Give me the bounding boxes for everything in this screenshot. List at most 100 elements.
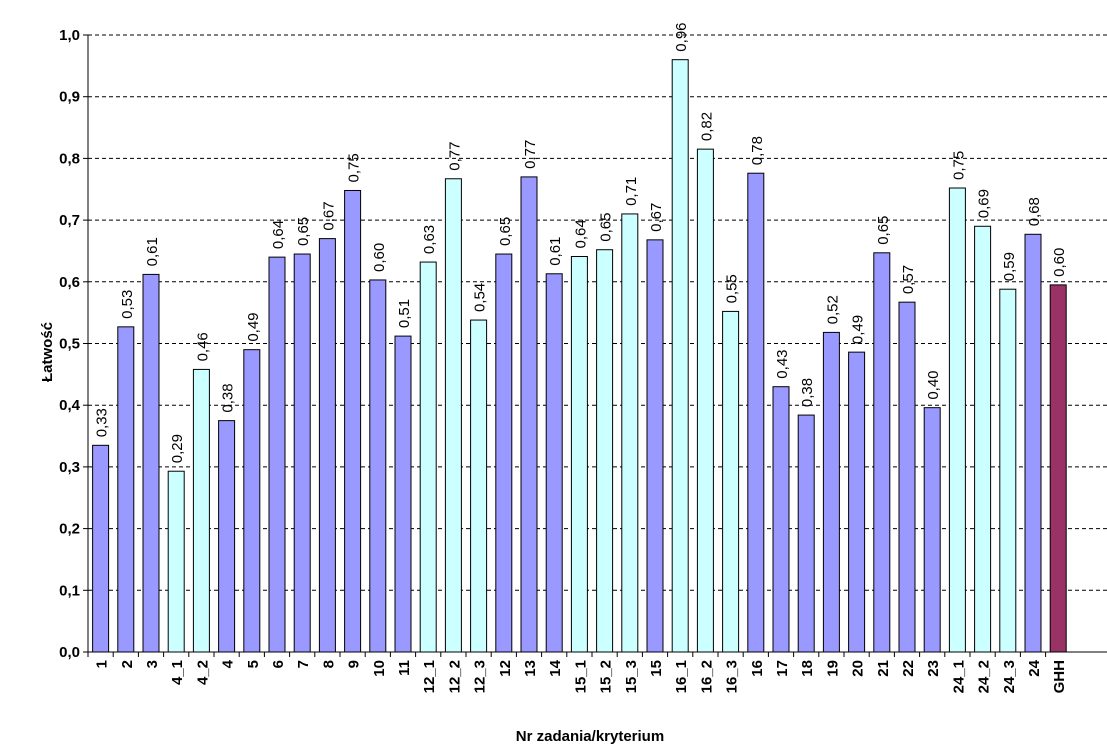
- x-axis-title: Nr zadania/kryterium: [516, 728, 664, 745]
- y-tick-label: 0,3: [59, 459, 80, 476]
- bar: [394, 335, 412, 653]
- bar: [218, 420, 236, 653]
- data-label: 0,49: [245, 312, 262, 341]
- data-label: 0,43: [774, 349, 791, 378]
- bar: [470, 319, 488, 653]
- x-tick-label: 12_2: [446, 660, 463, 693]
- bar: [621, 213, 639, 653]
- data-label: 0,68: [1026, 197, 1043, 226]
- x-tick-label: 16_3: [724, 660, 741, 693]
- bar: [167, 470, 185, 653]
- data-label: 0,78: [749, 136, 766, 165]
- data-label: 0,65: [598, 213, 615, 242]
- data-label: 0,51: [396, 299, 413, 328]
- bar: [419, 261, 437, 653]
- data-label: 0,65: [875, 216, 892, 245]
- x-tick-label: 16_1: [673, 660, 690, 693]
- y-tick-label: 0,6: [59, 274, 80, 291]
- data-label: 0,57: [900, 265, 917, 294]
- data-label: 0,67: [648, 203, 665, 232]
- data-label: 0,38: [220, 383, 237, 412]
- bar: [999, 288, 1017, 653]
- data-label: 0,59: [1001, 252, 1018, 281]
- bar: [873, 252, 891, 653]
- bar: [243, 349, 261, 653]
- bar: [1024, 233, 1042, 653]
- x-axis-ticks: 1 2 3 4_1 4_2 4 5 6 7 8 9 10 11 12_1 12_2 12_3 12 13 14 15_…: [94, 659, 1069, 693]
- y-axis-ticks: 0,0 0,1 0,2 0,3 0,4 0,5 0,6 0,7 0,8 0,9 1,0: [59, 27, 88, 661]
- bar: [646, 239, 664, 653]
- x-tick-label: 16_2: [698, 660, 715, 693]
- x-tick-label: 24_3: [1001, 660, 1018, 693]
- data-label: 0,64: [572, 219, 589, 248]
- bar: [268, 256, 286, 653]
- data-label: 0,29: [169, 434, 186, 463]
- x-tick-label: 7: [295, 660, 312, 668]
- y-tick-label: 0,9: [59, 89, 80, 106]
- y-tick-label: 0,4: [59, 397, 81, 414]
- x-tick-label: 1: [94, 660, 111, 668]
- data-label: 0,49: [850, 315, 867, 344]
- data-label: 0,71: [623, 177, 640, 206]
- x-tick-label: 10: [371, 660, 388, 677]
- bar: [898, 301, 916, 653]
- bar: [671, 59, 689, 653]
- x-tick-label: 3: [144, 660, 161, 668]
- bar: [570, 256, 588, 653]
- bar: [772, 386, 790, 653]
- data-label: 0,60: [371, 243, 388, 272]
- x-tick-label: 22: [900, 660, 917, 677]
- x-tick-label: 4_2: [194, 660, 211, 685]
- x-tick-label: 5: [245, 660, 262, 668]
- y-tick-label: 0,8: [59, 150, 80, 167]
- x-tick-label: 13: [522, 660, 539, 677]
- data-label: 0,52: [824, 295, 841, 324]
- x-tick-label: 15: [648, 660, 665, 677]
- bar: [747, 172, 765, 653]
- x-tick-label: 19: [824, 660, 841, 677]
- bar: [192, 368, 210, 653]
- y-tick-label: 0,5: [59, 336, 80, 353]
- data-label: 0,33: [94, 408, 111, 437]
- bar: [822, 331, 840, 653]
- bar: [92, 444, 110, 653]
- x-tick-label: 24_2: [976, 660, 993, 693]
- y-tick-label: 0,2: [59, 521, 80, 538]
- bar: [495, 253, 513, 653]
- bar: [369, 279, 387, 653]
- data-label: 0,65: [295, 217, 312, 246]
- x-tick-label: 15_2: [598, 660, 615, 693]
- data-label: 0,61: [144, 237, 161, 266]
- bar: [596, 249, 614, 653]
- bar: [344, 189, 362, 653]
- bar: [117, 326, 135, 653]
- data-label: 0,55: [724, 274, 741, 303]
- data-label: 0,96: [673, 22, 690, 51]
- bar: [797, 414, 815, 653]
- x-tick-label: 4: [220, 659, 237, 668]
- bar: [974, 225, 992, 653]
- x-tick-label: 20: [850, 660, 867, 677]
- y-tick-label: 0,0: [59, 644, 80, 661]
- value-labels: 0,33 0,53 0,61 0,29 0,46 0,38 0,49 0,64 0,65 0,67…: [94, 22, 1069, 463]
- y-tick-label: 0,1: [59, 582, 80, 599]
- x-tick-label: 14: [547, 659, 564, 676]
- data-label: 0,77: [446, 142, 463, 171]
- x-tick-label: 12: [497, 660, 514, 677]
- x-tick-label: 4_1: [169, 660, 186, 685]
- bar: [520, 176, 538, 653]
- x-tick-label: 18: [799, 660, 816, 677]
- bar: [948, 187, 966, 653]
- x-tick-label: 24: [1026, 659, 1043, 676]
- data-label: 0,38: [799, 378, 816, 407]
- x-tick-label: 12_1: [421, 660, 438, 693]
- bar: [545, 273, 563, 653]
- data-label: 0,77: [522, 140, 539, 169]
- data-label: 0,46: [194, 332, 211, 361]
- data-label: 0,69: [976, 189, 993, 218]
- bar: [722, 310, 740, 653]
- data-label: 0,54: [472, 283, 489, 312]
- data-label: 0,53: [119, 290, 136, 319]
- data-label: 0,60: [1051, 248, 1068, 277]
- y-tick-label: 0,7: [59, 212, 80, 229]
